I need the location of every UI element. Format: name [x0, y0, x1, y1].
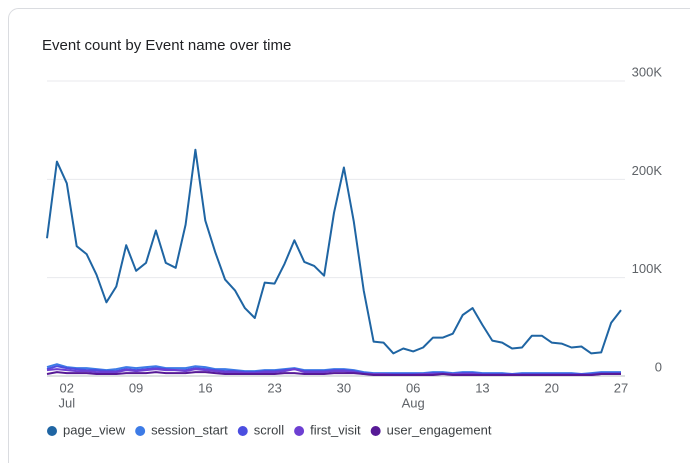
legend-label[interactable]: first_visit: [310, 422, 361, 437]
legend-marker[interactable]: [135, 426, 146, 436]
series-line: [46, 371, 621, 376]
chart-title: Event count by Event name over time: [42, 37, 291, 54]
legend-marker[interactable]: [237, 426, 248, 436]
x-tick-label: 13: [475, 380, 489, 395]
legend-marker[interactable]: [370, 426, 381, 436]
series-line: [46, 148, 622, 355]
x-tick-label: 16: [198, 380, 212, 395]
legend-marker[interactable]: [294, 426, 305, 436]
card: [8, 8, 690, 463]
legend-label[interactable]: page_view: [63, 422, 126, 437]
x-tick-label: 30: [337, 380, 351, 395]
legend-marker[interactable]: [47, 426, 57, 436]
legend-label[interactable]: session_start: [151, 422, 228, 437]
x-month-label: Aug: [402, 395, 425, 410]
y-tick-label: 100K: [632, 261, 663, 276]
x-tick-label: 27: [614, 380, 628, 395]
x-tick-label: 02: [60, 380, 74, 395]
legend-label[interactable]: scroll: [254, 422, 284, 437]
x-tick-label: 06: [406, 380, 420, 395]
x-tick-label: 09: [129, 380, 143, 395]
x-tick-label: 20: [544, 380, 558, 395]
y-tick-label: 200K: [632, 163, 663, 178]
y-tick-label: 300K: [632, 64, 663, 79]
x-month-label: Jul: [58, 395, 75, 410]
y-tick-label: 0: [655, 359, 662, 374]
legend-label[interactable]: user_engagement: [387, 422, 492, 437]
x-tick-label: 23: [267, 380, 281, 395]
